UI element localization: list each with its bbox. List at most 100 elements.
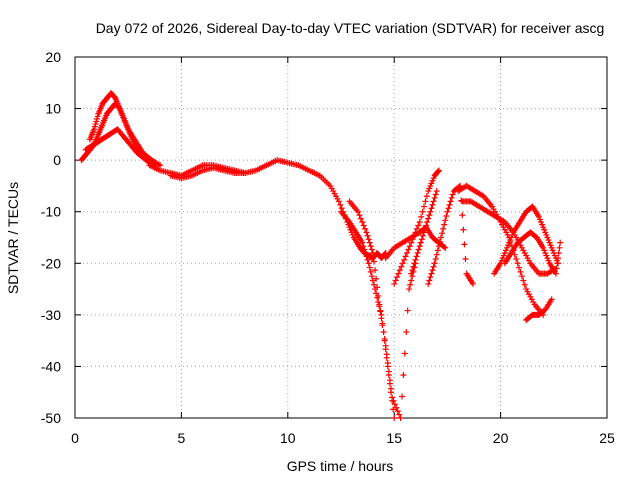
x-tick-label: 10 bbox=[280, 430, 296, 446]
data-point bbox=[355, 208, 362, 215]
data-point bbox=[436, 238, 443, 245]
data-point bbox=[428, 205, 435, 212]
data-point bbox=[406, 243, 413, 250]
data-point bbox=[369, 249, 376, 256]
data-point bbox=[378, 315, 385, 322]
data-point bbox=[438, 234, 445, 241]
x-tick-label: 0 bbox=[71, 430, 79, 446]
data-point bbox=[409, 236, 416, 243]
data-point bbox=[513, 255, 520, 262]
data-point bbox=[370, 281, 377, 288]
data-point bbox=[433, 188, 440, 195]
data-point bbox=[426, 212, 433, 219]
data-point bbox=[408, 239, 415, 246]
data-point bbox=[356, 212, 363, 219]
y-tick-label: -40 bbox=[41, 358, 61, 374]
data-point bbox=[372, 267, 379, 274]
y-tick-labels: -50 -40 -30 -20 -10 0 10 20 bbox=[41, 49, 61, 426]
data-point bbox=[446, 201, 453, 208]
series-sat-p bbox=[501, 229, 564, 277]
data-point bbox=[411, 232, 418, 239]
data-point bbox=[441, 243, 448, 250]
data-point bbox=[433, 251, 440, 258]
data-point bbox=[553, 265, 560, 272]
plot-frame bbox=[74, 56, 608, 419]
data-point bbox=[413, 225, 420, 232]
data-point bbox=[377, 308, 384, 315]
data-point bbox=[460, 226, 467, 233]
data-point bbox=[548, 296, 555, 303]
data-point bbox=[412, 256, 419, 263]
data-point bbox=[365, 236, 372, 243]
data-point bbox=[440, 225, 447, 232]
series-sat-h bbox=[346, 198, 419, 421]
data-point bbox=[403, 329, 410, 336]
data-point bbox=[430, 263, 437, 270]
data-point bbox=[386, 377, 393, 384]
data-point bbox=[394, 408, 401, 415]
data-point bbox=[401, 350, 408, 357]
data-point bbox=[373, 275, 380, 282]
data-point bbox=[367, 268, 374, 275]
y-tick-label: 10 bbox=[45, 101, 61, 117]
data-point bbox=[557, 239, 564, 246]
data-point bbox=[390, 397, 397, 404]
data-point bbox=[394, 274, 401, 281]
data-point bbox=[411, 260, 418, 267]
data-point bbox=[391, 401, 398, 408]
data-point bbox=[399, 393, 406, 400]
data-point bbox=[427, 208, 434, 215]
data-point bbox=[335, 198, 342, 205]
data-point bbox=[376, 301, 383, 308]
y-tick-label: -10 bbox=[41, 204, 61, 220]
data-point bbox=[428, 270, 435, 277]
data-point bbox=[423, 193, 430, 200]
y-tick-label: 20 bbox=[45, 49, 61, 65]
data-point bbox=[416, 219, 423, 226]
data-point bbox=[445, 205, 452, 212]
data-point bbox=[383, 351, 390, 358]
data-point bbox=[555, 255, 562, 262]
chart-title: Day 072 of 2026, Sidereal Day-to-day VTE… bbox=[96, 20, 605, 36]
data-point bbox=[402, 253, 409, 260]
y-tick-label: -20 bbox=[41, 255, 61, 271]
data-point bbox=[431, 260, 438, 267]
data-point bbox=[359, 219, 366, 226]
data-point bbox=[369, 277, 376, 284]
series-sat-m bbox=[455, 182, 547, 318]
data-point bbox=[379, 322, 386, 329]
x-tick-label: 15 bbox=[386, 430, 402, 446]
data-point bbox=[410, 263, 417, 270]
data-point bbox=[361, 246, 368, 253]
data-point bbox=[426, 277, 433, 284]
data-point bbox=[435, 167, 442, 174]
data-point bbox=[397, 415, 404, 421]
data-point bbox=[427, 274, 434, 281]
data-point bbox=[384, 359, 391, 366]
data-point bbox=[370, 258, 377, 265]
series-sat-q bbox=[523, 296, 555, 324]
data-point bbox=[145, 158, 152, 165]
data-point bbox=[368, 246, 375, 253]
data-point bbox=[338, 205, 345, 212]
data-point bbox=[469, 280, 476, 287]
data-point bbox=[405, 246, 412, 253]
data-point bbox=[514, 260, 521, 267]
data-point bbox=[396, 411, 403, 418]
data-point bbox=[419, 208, 426, 215]
data-point bbox=[415, 222, 422, 229]
data-point bbox=[439, 230, 446, 237]
data-point bbox=[418, 236, 425, 243]
data-point bbox=[389, 394, 396, 401]
data-points bbox=[78, 90, 564, 421]
x-tick-label: 5 bbox=[178, 430, 186, 446]
data-point bbox=[435, 168, 442, 175]
data-point bbox=[365, 260, 372, 267]
data-point bbox=[407, 281, 414, 288]
data-point bbox=[520, 277, 527, 284]
data-point bbox=[408, 270, 415, 277]
data-point bbox=[430, 198, 437, 205]
data-point bbox=[422, 225, 429, 232]
data-point bbox=[337, 201, 344, 208]
data-point bbox=[449, 191, 456, 198]
